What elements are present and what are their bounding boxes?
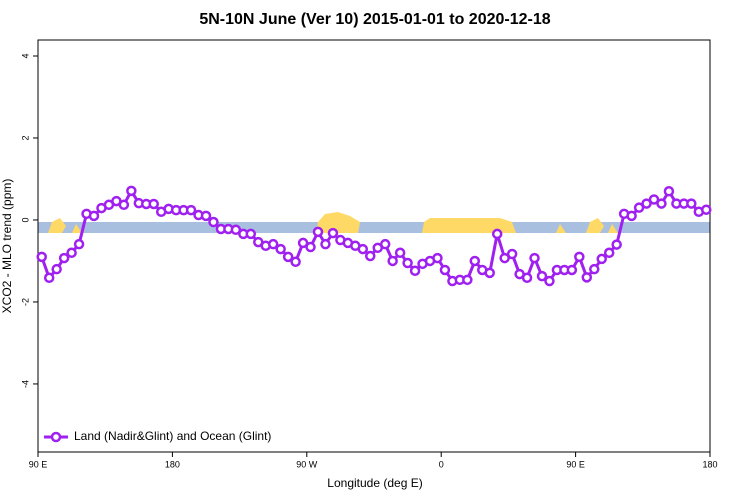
data-point xyxy=(611,239,622,250)
legend-label: Land (Nadir&Glint) and Ocean (Glint) xyxy=(74,429,271,443)
data-point xyxy=(409,265,421,277)
data-point xyxy=(491,228,503,240)
data-point xyxy=(387,255,398,267)
data-point xyxy=(379,238,391,250)
x-tick-label: 90 E xyxy=(566,459,585,469)
data-point xyxy=(394,247,406,259)
y-tick-label: 2 xyxy=(20,135,30,140)
chart-title: 5N-10N June (Ver 10) 2015-01-01 to 2020-… xyxy=(199,11,550,28)
ocean-band xyxy=(38,222,710,233)
data-point xyxy=(439,264,451,276)
data-point xyxy=(603,247,615,259)
data-point xyxy=(626,210,637,222)
data-point xyxy=(581,272,593,283)
data-point xyxy=(663,186,675,197)
data-point xyxy=(529,252,540,264)
data-point xyxy=(43,272,55,284)
data-point xyxy=(290,256,301,268)
data-point xyxy=(126,185,137,197)
data-point xyxy=(648,194,660,205)
data-point xyxy=(185,204,197,216)
data-point xyxy=(245,228,257,240)
land-patch xyxy=(316,212,360,233)
data-point xyxy=(484,267,495,279)
data-point xyxy=(462,274,473,286)
data-point xyxy=(656,198,667,209)
land-patch xyxy=(586,218,604,233)
plot-frame xyxy=(37,39,711,453)
data-point xyxy=(118,199,130,211)
data-point xyxy=(633,202,645,213)
land-patch xyxy=(48,218,66,233)
data-point xyxy=(320,238,331,250)
data-point xyxy=(589,263,600,275)
surface-mask xyxy=(38,212,710,233)
data-point xyxy=(66,247,77,259)
data-point xyxy=(282,251,294,263)
land-patch xyxy=(422,218,516,233)
data-point xyxy=(73,238,85,250)
data-point xyxy=(432,252,443,264)
data-point xyxy=(365,250,376,262)
land-patch xyxy=(72,224,82,233)
data-point xyxy=(88,210,100,222)
x-tick-label: 90 E xyxy=(29,459,48,469)
data-point xyxy=(701,204,712,215)
data-point xyxy=(357,243,369,255)
data-point xyxy=(641,198,652,209)
legend-marker xyxy=(50,431,62,443)
data-point xyxy=(327,227,339,239)
data-point xyxy=(267,238,279,250)
data-point xyxy=(566,264,578,276)
data-point xyxy=(297,237,309,249)
land-patch xyxy=(608,224,618,233)
x-tick-label: 180 xyxy=(165,459,180,469)
data-point xyxy=(200,210,212,222)
data-point xyxy=(148,198,159,210)
land-patch xyxy=(556,224,566,233)
y-tick-label: 0 xyxy=(20,217,30,222)
data-point xyxy=(51,263,62,275)
data-point xyxy=(544,275,555,287)
x-tick-label: 0 xyxy=(439,459,444,469)
x-tick-label: 180 xyxy=(702,459,717,469)
data-point xyxy=(469,255,481,267)
data-point xyxy=(402,257,413,269)
data-point xyxy=(208,216,219,228)
data-point xyxy=(506,248,518,260)
y-tick-label: -4 xyxy=(20,380,30,388)
data-point xyxy=(58,252,70,264)
data-point xyxy=(36,251,47,263)
y-tick-label: -2 xyxy=(20,298,30,306)
x-tick-label: 90 W xyxy=(296,459,318,469)
data-point xyxy=(521,272,533,284)
data-point xyxy=(596,253,607,265)
x-axis-label: Longitude (deg E) xyxy=(327,476,422,490)
y-axis-label: XCO2 - MLO trend (ppm) xyxy=(0,179,14,314)
y-tick-label: 4 xyxy=(20,53,30,58)
data-point xyxy=(275,243,286,255)
data-point xyxy=(536,270,548,282)
data-point xyxy=(230,224,242,236)
data-point xyxy=(686,198,697,209)
data-point xyxy=(312,226,324,238)
data-point xyxy=(305,241,316,253)
data-point xyxy=(574,251,585,263)
data-point xyxy=(499,252,510,264)
